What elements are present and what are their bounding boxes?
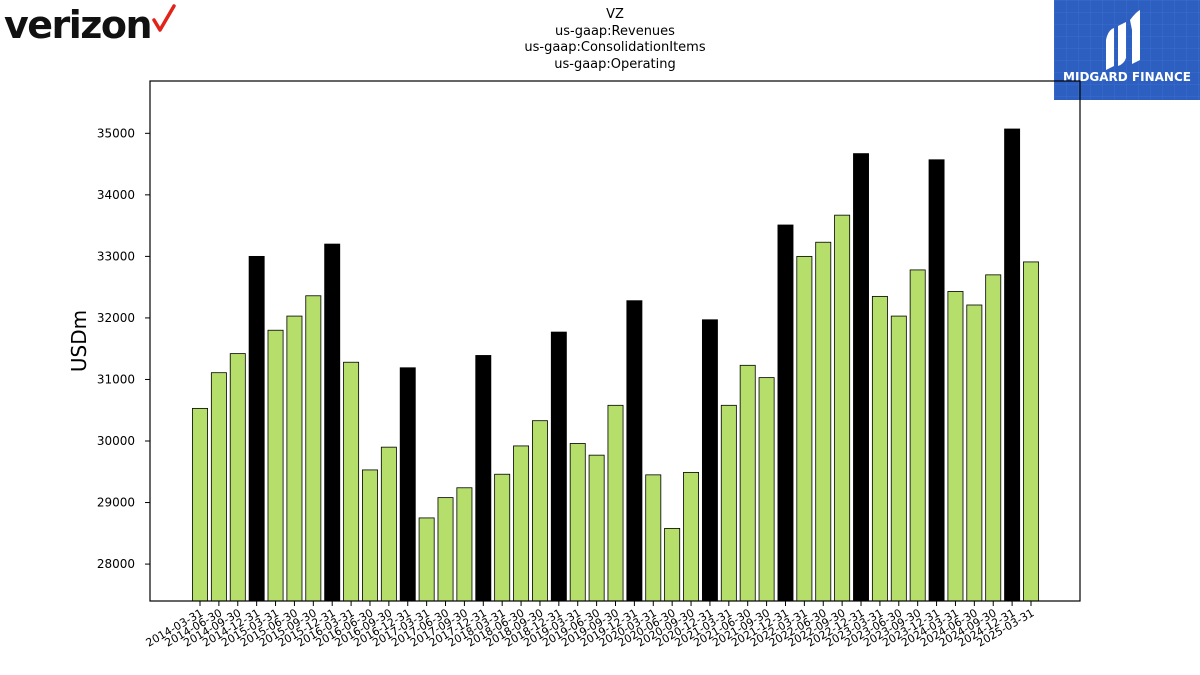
plot-frame [149, 80, 1081, 602]
bar-2020-06-30 [664, 527, 681, 602]
checkmark-icon [152, 4, 176, 32]
bar-2015-12-31 [324, 243, 341, 602]
y-axis-ticks: 28000 29000 30000 31000 32000 33000 34000 35000 [97, 126, 150, 571]
bar-2024-06-30 [966, 304, 983, 602]
verizon-logo-text: verizon [4, 3, 153, 47]
bar-2015-03-31 [267, 329, 284, 602]
midgard-logo-text: MIDGARD FINANCE [1063, 70, 1191, 84]
bar-2021-06-30 [739, 364, 756, 602]
bar-2016-09-30 [380, 446, 397, 602]
bar-2023-06-30 [890, 315, 907, 602]
bar-2016-06-30 [362, 469, 378, 602]
bar-2021-12-31 [777, 224, 794, 602]
bar-2024-12-31 [1004, 128, 1021, 602]
midgard-logo-background [1054, 0, 1200, 100]
bar-2017-12-31 [475, 355, 492, 602]
bar-2024-03-31 [947, 291, 964, 602]
y-tick-label: 28000 [97, 557, 135, 571]
bar-2020-09-30 [683, 471, 699, 602]
bar-2014-03-31 [192, 407, 208, 602]
bar-2019-09-30 [607, 404, 624, 602]
bar-2018-03-31 [494, 473, 511, 602]
y-tick-label: 34000 [97, 188, 135, 202]
bar-2018-06-30 [513, 445, 530, 602]
chart-title-line-1: VZ [606, 7, 624, 22]
bar-2022-06-30 [815, 241, 832, 602]
midgard-finance-logo: MIDGARD FINANCE [1054, 0, 1200, 100]
bar-2017-09-30 [456, 487, 473, 602]
bar-2020-03-31 [645, 474, 662, 602]
bar-2025-03-31 [1023, 261, 1039, 602]
chart-title-line-2: us-gaap:Revenues [555, 24, 675, 39]
y-tick-label: 33000 [97, 249, 135, 263]
y-tick-label: 31000 [97, 372, 135, 386]
bar-2021-09-30 [758, 377, 775, 602]
bar-2021-03-31 [720, 404, 737, 602]
bar-2016-03-31 [343, 361, 360, 602]
bar-2022-03-31 [796, 255, 813, 602]
bar-2018-09-30 [532, 420, 548, 602]
bar-2024-09-30 [985, 274, 1002, 602]
y-tick-label: 32000 [97, 311, 135, 325]
midgard-emblem-icon [1106, 10, 1140, 70]
x-axis-ticks: 2014-03-312014-06-302014-09-302014-12-31… [144, 601, 1037, 650]
y-tick-label: 35000 [97, 126, 135, 140]
bar-2014-06-30 [210, 372, 227, 602]
y-tick-label: 30000 [97, 434, 135, 448]
bars-group [192, 128, 1039, 602]
bar-2014-12-31 [248, 255, 265, 602]
y-axis-label: USDm [67, 310, 91, 372]
bar-2014-09-30 [229, 353, 246, 602]
bar-2018-12-31 [550, 331, 567, 602]
bar-2019-06-30 [588, 454, 605, 602]
bar-2022-12-31 [853, 153, 869, 602]
bar-2019-03-31 [569, 443, 586, 602]
y-tick-label: 29000 [97, 496, 135, 510]
bar-2023-12-31 [928, 159, 945, 602]
bar-2016-12-31 [399, 367, 416, 602]
bar-2020-12-31 [701, 319, 718, 602]
verizon-logo: verizon [4, 0, 184, 50]
bar-2017-03-31 [418, 517, 435, 602]
bar-2022-09-30 [834, 214, 851, 602]
bar-2015-06-30 [286, 315, 303, 602]
bar-2019-12-31 [626, 300, 643, 602]
chart-title-line-4: us-gaap:Operating [554, 57, 676, 72]
bar-2023-09-30 [909, 269, 926, 602]
bar-2015-09-30 [305, 295, 322, 602]
bar-2023-03-31 [871, 295, 888, 602]
bar-2017-06-30 [437, 497, 454, 602]
chart-title-line-3: us-gaap:ConsolidationItems [524, 40, 706, 55]
